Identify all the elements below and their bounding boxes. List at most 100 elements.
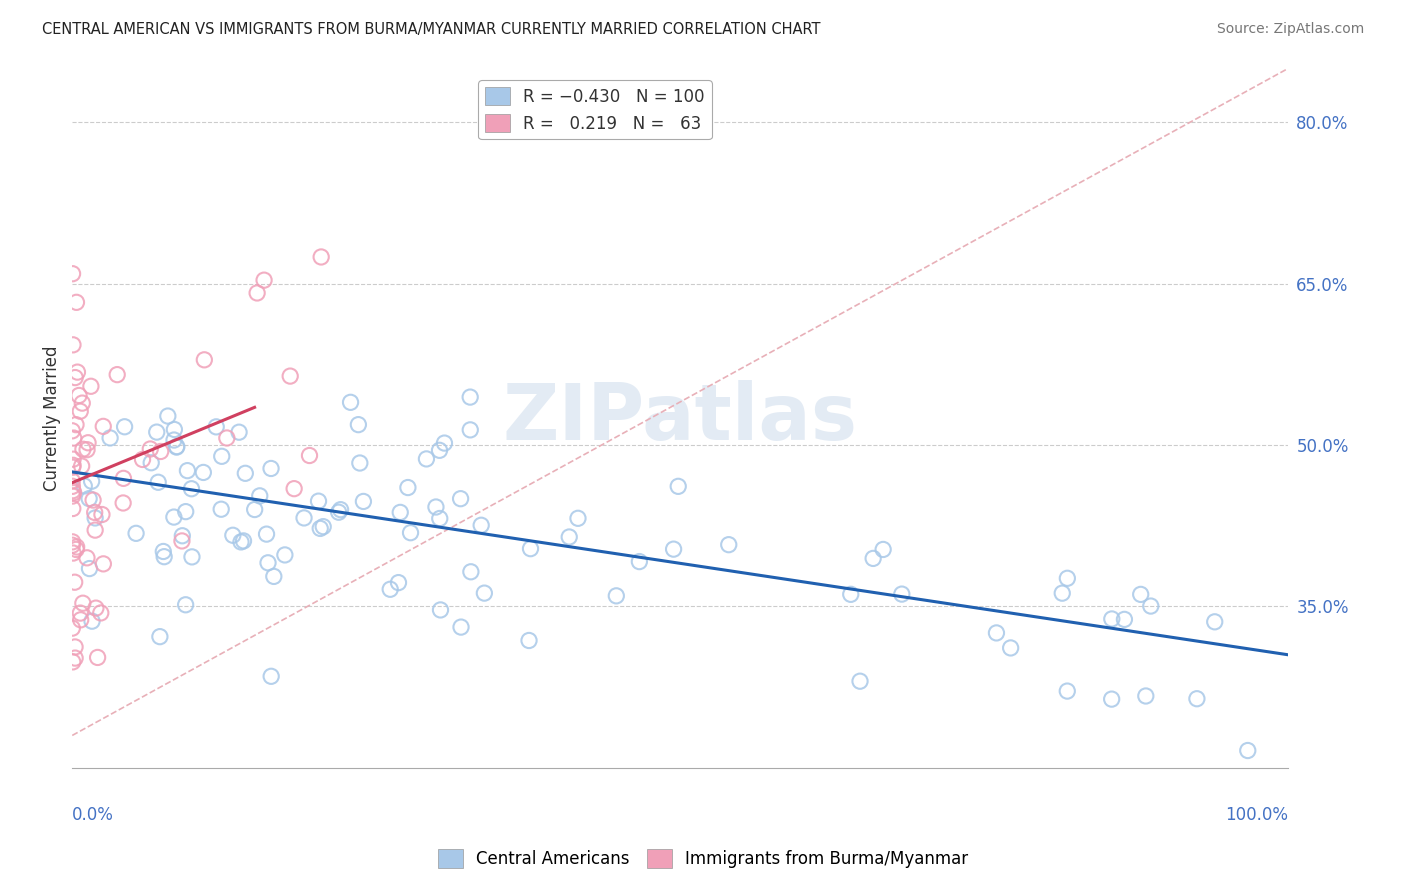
Point [153, 549, 176, 564]
Point [472, 586, 495, 600]
Point [62, 534, 84, 549]
Point [460, 565, 482, 579]
Point [1052, 586, 1074, 600]
Point [605, 589, 627, 603]
Point [263, 569, 285, 583]
Point [105, 368, 128, 382]
Point [67, 388, 90, 402]
Point [260, 669, 283, 683]
Point [567, 511, 589, 525]
Point [86, 650, 108, 665]
Point [72, 442, 94, 457]
Point [176, 464, 198, 478]
Point [193, 352, 215, 367]
Point [65, 542, 87, 557]
Point [181, 549, 204, 564]
Point [233, 467, 256, 481]
Point [849, 674, 872, 689]
Point [80, 475, 103, 489]
Point [60, 621, 83, 635]
Point [222, 528, 245, 542]
Point [60, 538, 83, 552]
Point [163, 422, 186, 436]
Point [1101, 612, 1123, 626]
Point [149, 444, 172, 458]
Point [82, 493, 104, 508]
Point [717, 538, 740, 552]
Point [387, 575, 409, 590]
Point [211, 450, 233, 464]
Point [429, 443, 451, 458]
Point [209, 502, 232, 516]
Text: 100.0%: 100.0% [1225, 806, 1288, 824]
Y-axis label: Currently Married: Currently Married [44, 345, 60, 491]
Point [450, 491, 472, 506]
Point [62, 458, 84, 473]
Point [62, 267, 84, 281]
Point [62, 655, 84, 669]
Point [890, 587, 912, 601]
Point [145, 425, 167, 439]
Point [519, 541, 541, 556]
Point [260, 461, 283, 475]
Point [517, 633, 540, 648]
Point [66, 540, 89, 554]
Point [79, 561, 101, 575]
Point [872, 542, 894, 557]
Point [429, 603, 451, 617]
Point [349, 456, 371, 470]
Point [256, 527, 278, 541]
Point [292, 511, 315, 525]
Point [62, 546, 84, 560]
Point [62, 489, 84, 503]
Point [166, 440, 188, 454]
Point [1000, 640, 1022, 655]
Point [249, 489, 271, 503]
Point [91, 419, 114, 434]
Point [152, 544, 174, 558]
Point [433, 436, 456, 450]
Point [148, 475, 170, 490]
Point [396, 481, 419, 495]
Text: CENTRAL AMERICAN VS IMMIGRANTS FROM BURMA/MYANMAR CURRENTLY MARRIED CORRELATION : CENTRAL AMERICAN VS IMMIGRANTS FROM BURM… [42, 22, 821, 37]
Point [70, 458, 93, 473]
Point [1139, 599, 1161, 613]
Point [352, 494, 374, 508]
Point [66, 365, 89, 379]
Point [278, 369, 301, 384]
Point [62, 485, 84, 500]
Point [312, 519, 335, 533]
Point [112, 471, 135, 485]
Point [229, 535, 252, 549]
Point [1056, 684, 1078, 698]
Point [205, 420, 228, 434]
Point [60, 424, 83, 438]
Point [986, 626, 1008, 640]
Point [62, 483, 84, 498]
Point [125, 526, 148, 541]
Point [470, 518, 492, 533]
Point [1135, 689, 1157, 703]
Point [380, 582, 402, 597]
Point [228, 425, 250, 440]
Point [1185, 691, 1208, 706]
Point [139, 442, 162, 456]
Point [62, 501, 84, 516]
Point [98, 431, 121, 445]
Point [839, 587, 862, 601]
Point [80, 379, 103, 393]
Point [450, 620, 472, 634]
Point [76, 442, 98, 457]
Point [170, 533, 193, 548]
Point [163, 510, 186, 524]
Point [90, 606, 112, 620]
Point [112, 496, 135, 510]
Point [84, 523, 107, 537]
Point [215, 431, 238, 445]
Point [193, 466, 215, 480]
Point [62, 452, 84, 467]
Point [274, 548, 297, 562]
Point [84, 511, 107, 525]
Point [298, 449, 321, 463]
Text: Source: ZipAtlas.com: Source: ZipAtlas.com [1216, 22, 1364, 37]
